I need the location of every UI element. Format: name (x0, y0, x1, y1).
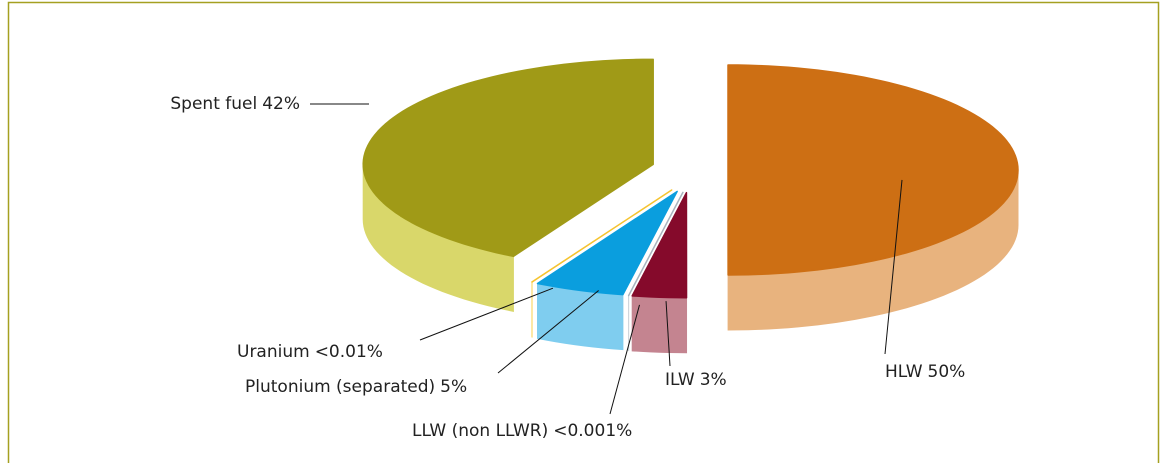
frame (7, 1, 1160, 463)
slice (727, 64, 1019, 276)
slice (362, 58, 654, 258)
slice-label: LLW (non LLWR) <0.001% (412, 421, 632, 441)
leader-line (884, 179, 903, 355)
label-name: HLW (885, 362, 923, 382)
slice-label: Uranium <0.01% (237, 342, 383, 362)
label-value: 5% (440, 377, 467, 397)
slice-label: HLW 50% (885, 362, 965, 382)
label-value: 50% (928, 362, 966, 382)
slice-label: Plutonium (separated) 5% (245, 377, 467, 397)
slice-label: Spent fuel 42% (170, 94, 300, 114)
label-name: Uranium (237, 342, 310, 362)
label-name: Plutonium (separated) (245, 377, 435, 397)
label-value: 42% (262, 94, 300, 114)
leader-line (419, 287, 554, 341)
label-name: Spent fuel (170, 94, 257, 114)
leader-line (609, 304, 640, 415)
slice (531, 189, 673, 283)
label-value: <0.01% (315, 342, 383, 362)
slice-label: ILW 3% (665, 370, 727, 390)
label-value: <0.001% (553, 421, 632, 441)
label-name: ILW (665, 370, 695, 390)
slice-side (631, 295, 688, 354)
slice (631, 191, 688, 299)
slice (627, 191, 684, 297)
slice (536, 190, 678, 296)
leader-line (665, 301, 671, 367)
leader-line (497, 290, 599, 374)
label-name: LLW (non LLWR) (412, 421, 548, 441)
label-value: 3% (700, 370, 727, 390)
